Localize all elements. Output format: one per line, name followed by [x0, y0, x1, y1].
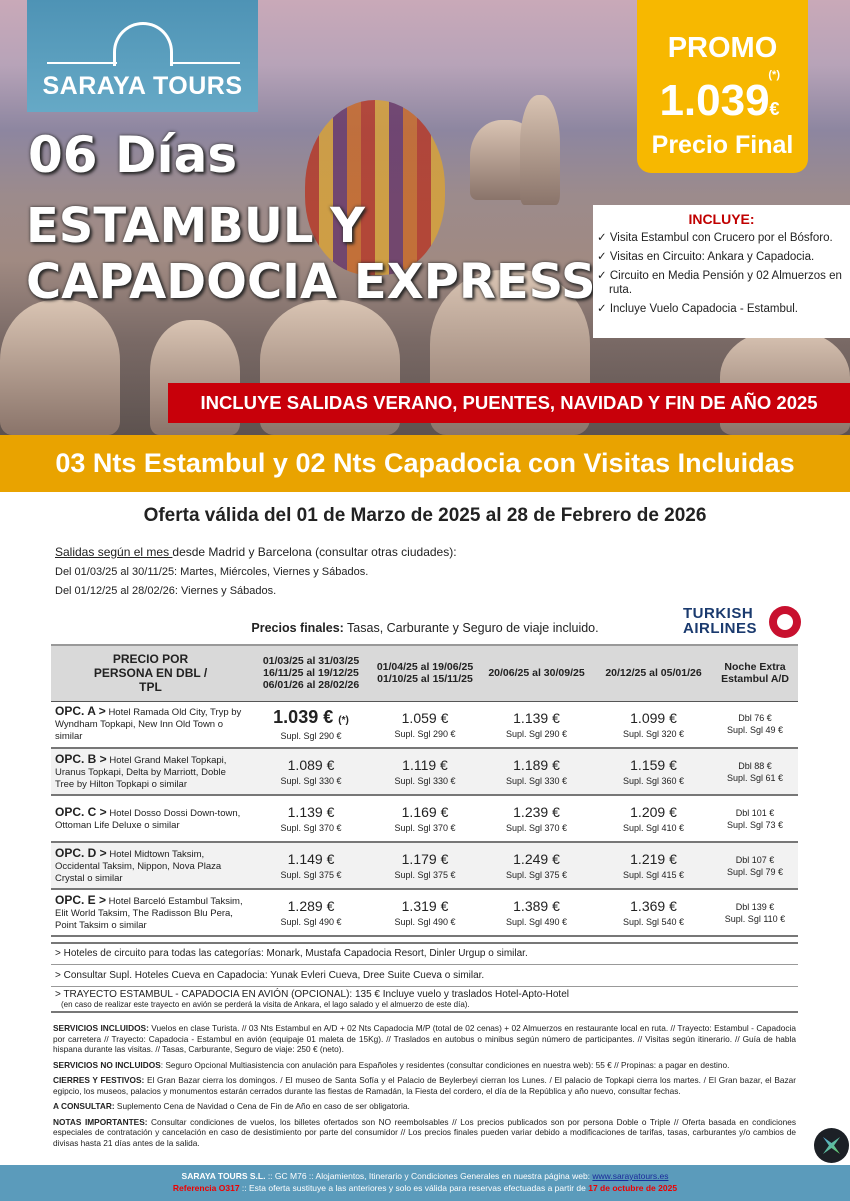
extra-night-cell: Dbl 101 € Supl. Sgl 73 €: [712, 795, 798, 843]
extra-night-cell: Dbl 88 € Supl. Sgl 61 €: [712, 748, 798, 796]
promo-badge: PROMO (*) 1.039€ Precio Final: [637, 0, 808, 173]
airline-emblem-icon: [769, 606, 801, 638]
saraya-tours-logo: SARAYA TOURS: [27, 0, 258, 112]
footer-reference: Referencia O317: [172, 1183, 240, 1193]
includes-item: ✓ Visita Estambul con Crucero por el Bós…: [597, 232, 833, 244]
fine-print-item: SERVICIOS NO INCLUIDOS: Seguro Opcional …: [53, 1059, 730, 1070]
note-row: > Consultar Supl. Hoteles Cueva en Capad…: [51, 965, 798, 987]
price-cell: 1.059 € Supl. Sgl 290 €: [372, 701, 478, 749]
price-cell: 1.209 € Supl. Sgl 410 €: [595, 795, 712, 843]
hot-air-balloon: [305, 100, 445, 275]
price-cell: 1.039 € (*) Supl. Sgl 290 €: [250, 701, 372, 749]
departures-intro-rest: desde Madrid y Barcelona (consultar otra…: [172, 545, 457, 559]
footer-text: :: GC M76 :: Alojamientos, Itinerario y …: [265, 1171, 593, 1181]
includes-item: ✓ Visitas en Circuito: Ankara y Capadoci…: [597, 251, 815, 263]
assistant-widget-button[interactable]: [814, 1128, 849, 1163]
column-header: 01/04/25 al 19/06/25 01/10/25 al 15/11/2…: [372, 644, 478, 702]
trip-title: ESTAMBUL Y CAPADOCIA EXPRESS: [26, 198, 596, 310]
note-subtext: (en caso de realizar este trayecto en av…: [61, 1000, 470, 1009]
table-row: OPC. E > Hotel Barceló Estambul Taksim, …: [51, 889, 798, 937]
departures-intro: Salidas según el mes: [55, 545, 173, 559]
departures-line: Del 01/12/25 al 28/02/26: Viernes y Sába…: [55, 585, 277, 597]
fine-print-item: A CONSULTAR: Suplemento Cena de Navidad …: [53, 1101, 410, 1111]
promo-currency: €: [769, 99, 780, 119]
note-row: > TRAYECTO ESTAMBUL - CAPADOCIA EN AVIÓN…: [51, 987, 798, 1013]
departures: Salidas según el mes desde Madrid y Barc…: [55, 543, 457, 602]
promo-subtitle: Precio Final: [651, 131, 794, 159]
footer-text: :: Esta oferta sustituye a las anteriore…: [239, 1183, 589, 1193]
price-cell: 1.239 € Supl. Sgl 370 €: [478, 795, 595, 843]
promo-price: 1.039: [659, 76, 770, 125]
price-cell: 1.089 € Supl. Sgl 330 €: [250, 748, 372, 796]
hotel-option: OPC. D > Hotel Midtown Taksim, Occidenta…: [51, 842, 250, 890]
fine-print: SERVICIOS INCLUIDOS: Vuelos en clase Tur…: [53, 1023, 796, 1153]
title-line-1: ESTAMBUL Y: [26, 198, 365, 254]
table-row: OPC. B > Hotel Grand Makel Topkapi, Uran…: [51, 748, 798, 796]
note-text: > TRAYECTO ESTAMBUL - CAPADOCIA EN AVIÓN…: [55, 989, 569, 1000]
price-cell: 1.189 € Supl. Sgl 330 €: [478, 748, 595, 796]
promo-label: PROMO: [667, 32, 778, 64]
extra-night-cell: Dbl 107 € Supl. Sgl 79 €: [712, 842, 798, 890]
price-cell: 1.149 € Supl. Sgl 375 €: [250, 842, 372, 890]
prices-note-text: Tasas, Carburante y Seguro de viaje incl…: [343, 621, 599, 635]
sparkle-icon: [823, 1137, 840, 1154]
price-cell: 1.159 € Supl. Sgl 360 €: [595, 748, 712, 796]
price-cell: 1.389 € Supl. Sgl 490 €: [478, 889, 595, 937]
column-header: 01/03/25 al 31/03/25 16/11/25 al 19/12/2…: [250, 644, 372, 702]
price-cell: 1.369 € Supl. Sgl 540 €: [595, 889, 712, 937]
footer-date: 17 de octubre de 2025: [588, 1183, 678, 1193]
hotel-option: OPC. B > Hotel Grand Makel Topkapi, Uran…: [51, 748, 250, 796]
title-line-2: CAPADOCIA EXPRESS: [26, 254, 596, 310]
footer: SARAYA TOURS S.L. :: GC M76 :: Alojamien…: [0, 1165, 850, 1201]
hotel-option: OPC. E > Hotel Barceló Estambul Taksim, …: [51, 889, 250, 937]
includes-item: ✓ Incluye Vuelo Capadocia - Estambul.: [597, 303, 798, 315]
price-cell: 1.219 € Supl. Sgl 415 €: [595, 842, 712, 890]
departures-line: Del 01/03/25 al 30/11/25: Martes, Miérco…: [55, 565, 369, 578]
prices-note-label: Precios finales:: [251, 621, 344, 635]
price-cell: 1.099 € Supl. Sgl 320 €: [595, 701, 712, 749]
price-cell: 1.249 € Supl. Sgl 375 €: [478, 842, 595, 890]
orange-banner: 03 Nts Estambul y 02 Nts Capadocia con V…: [0, 435, 850, 492]
table-row: OPC. D > Hotel Midtown Taksim, Occidenta…: [51, 842, 798, 890]
price-cell: 1.139 € Supl. Sgl 370 €: [250, 795, 372, 843]
column-header: PRECIO POR PERSONA EN DBL / TPL: [51, 644, 250, 702]
note-row: > Hoteles de circuito para todas las cat…: [51, 943, 798, 965]
promo-asterisk: (*): [768, 69, 780, 81]
price-cell: 1.169 € Supl. Sgl 370 €: [372, 795, 478, 843]
price-cell: 1.179 € Supl. Sgl 375 €: [372, 842, 478, 890]
table-row: OPC. C > Hotel Dosso Dossi Down-town, Ot…: [51, 795, 798, 843]
price-cell: 1.289 € Supl. Sgl 490 €: [250, 889, 372, 937]
fine-print-item: NOTAS IMPORTANTES: Consultar condiciones…: [53, 1116, 796, 1148]
extra-night-cell: Dbl 76 € Supl. Sgl 49 €: [712, 701, 798, 749]
red-banner: INCLUYE SALIDAS VERANO, PUENTES, NAVIDAD…: [168, 383, 850, 423]
footer-company: SARAYA TOURS S.L.: [181, 1171, 266, 1181]
fine-print-item: SERVICIOS INCLUIDOS: Vuelos en clase Tur…: [53, 1023, 796, 1054]
website-link[interactable]: www.sarayatours.es: [592, 1171, 669, 1181]
table-row: OPC. A > Hotel Ramada Old City, Tryp by …: [51, 701, 798, 749]
price-table: PRECIO POR PERSONA EN DBL / TPL 01/03/25 …: [51, 644, 798, 937]
column-header: Noche Extra Estambul A/D: [712, 644, 798, 702]
turkish-airlines-logo: TURKISH AIRLINES: [683, 606, 803, 640]
includes-item: ✓ Circuito en Media Pensión y 02 Almuerz…: [597, 270, 842, 296]
column-header: 20/06/25 al 30/09/25: [478, 644, 595, 702]
hotel-option: OPC. C > Hotel Dosso Dossi Down-town, Ot…: [51, 795, 250, 843]
price-cell: 1.139 € Supl. Sgl 290 €: [478, 701, 595, 749]
column-header: 20/12/25 al 05/01/26: [595, 644, 712, 702]
fine-print-item: CIERRES Y FESTIVOS: El Gran Bazar cierra…: [53, 1075, 796, 1096]
validity-heading: Oferta válida del 01 de Marzo de 2025 al…: [143, 505, 707, 526]
price-cell: 1.119 € Supl. Sgl 330 €: [372, 748, 478, 796]
includes-box: INCLUYE: ✓ Visita Estambul con Crucero p…: [593, 205, 850, 338]
extra-night-cell: Dbl 139 € Supl. Sgl 110 €: [712, 889, 798, 937]
price-cell: 1.319 € Supl. Sgl 490 €: [372, 889, 478, 937]
hotel-option: OPC. A > Hotel Ramada Old City, Tryp by …: [51, 701, 250, 749]
brand-name: SARAYA TOURS: [42, 72, 243, 100]
prices-note: Precios finales: Tasas, Carburante y Seg…: [0, 621, 850, 635]
includes-title: INCLUYE:: [688, 211, 755, 227]
trip-duration: 06 Días: [28, 126, 238, 184]
